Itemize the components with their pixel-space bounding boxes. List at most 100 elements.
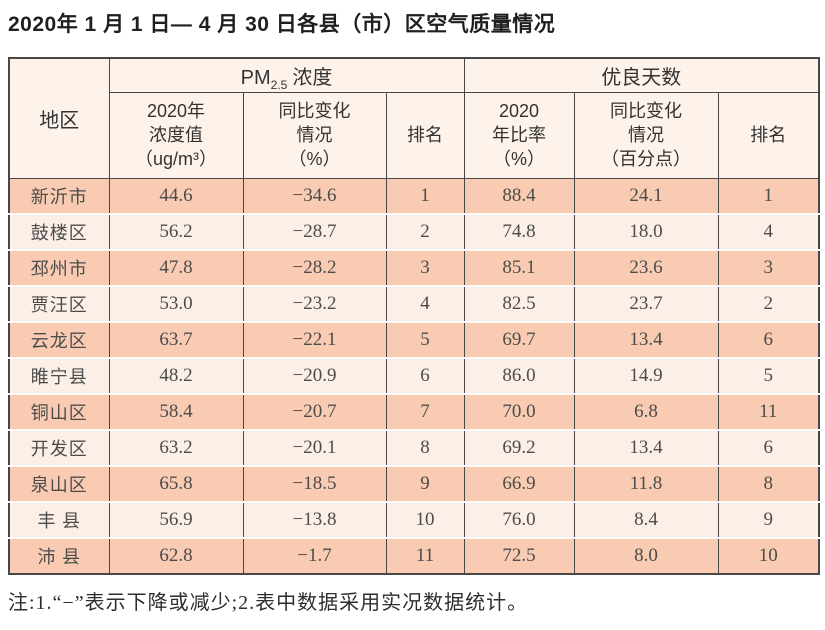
table-row: 鼓楼区 56.2 −28.7 2 74.8 18.0 4 xyxy=(8,213,820,250)
pm-rank-cell: 3 xyxy=(385,249,465,286)
region-cell: 贾汪区 xyxy=(8,285,110,322)
pm-change-cell: −18.5 xyxy=(242,465,387,502)
table-header: 地区 PM2.5 浓度 优良天数 2020年 浓度值 （ug/m³） 同比变化 情… xyxy=(8,58,820,179)
good-rate-cell: 72.5 xyxy=(463,537,575,574)
pm-change-cell: −28.2 xyxy=(242,249,387,286)
pm-rank-cell: 8 xyxy=(385,429,465,466)
pm-value-cell: 48.2 xyxy=(108,357,244,394)
table-row: 开发区 63.2 −20.1 8 69.2 13.4 6 xyxy=(8,429,820,466)
good-change-cell: 8.0 xyxy=(573,537,719,574)
region-cell: 邳州市 xyxy=(8,249,110,286)
pm-rank-cell: 9 xyxy=(385,465,465,502)
pm-change-cell: −28.7 xyxy=(242,213,387,250)
page-container: 2020年 1 月 1 日— 4 月 30 日各县（市）区空气质量情况 地区 P… xyxy=(0,10,825,615)
good-rate-cell: 85.1 xyxy=(463,249,575,286)
region-cell: 铜山区 xyxy=(8,393,110,430)
good-rank-cell: 3 xyxy=(717,249,820,286)
good-rank-cell: 4 xyxy=(717,213,820,250)
table-row: 贾汪区 53.0 −23.2 4 82.5 23.7 2 xyxy=(8,285,820,322)
region-cell: 鼓楼区 xyxy=(8,213,110,250)
pm-value-cell: 62.8 xyxy=(108,537,244,574)
column-header-pm-value: 2020年 浓度值 （ug/m³） xyxy=(108,92,244,179)
good-rate-cell: 82.5 xyxy=(463,285,575,322)
good-change-cell: 8.4 xyxy=(573,501,719,538)
good-rank-cell: 10 xyxy=(717,537,820,574)
pm-change-cell: −1.7 xyxy=(242,537,387,574)
column-header-good-rate: 2020 年比率 （%） xyxy=(463,92,575,179)
table-row: 泉山区 65.8 −18.5 9 66.9 11.8 8 xyxy=(8,465,820,502)
pm-rank-cell: 1 xyxy=(385,177,465,214)
good-rank-cell: 1 xyxy=(717,177,820,214)
pm-rank-cell: 10 xyxy=(385,501,465,538)
pm-rank-cell: 4 xyxy=(385,285,465,322)
column-header-pm-change: 同比变化 情况 （%） xyxy=(242,92,387,179)
good-rate-cell: 70.0 xyxy=(463,393,575,430)
header-sub-row: 2020年 浓度值 （ug/m³） 同比变化 情况 （%） 排名 2020 年比… xyxy=(9,92,820,179)
good-rate-cell: 86.0 xyxy=(463,357,575,394)
column-group-pm25: PM2.5 浓度 xyxy=(108,58,465,93)
good-rate-cell: 69.2 xyxy=(463,429,575,466)
good-rate-cell: 66.9 xyxy=(463,465,575,502)
region-cell: 睢宁县 xyxy=(8,357,110,394)
pm25-label-suffix: 浓度 xyxy=(292,66,333,89)
pm25-label-prefix: PM xyxy=(240,66,271,89)
good-change-cell: 23.6 xyxy=(573,249,719,286)
pm-value-cell: 44.6 xyxy=(108,177,244,214)
pm-rank-cell: 7 xyxy=(385,393,465,430)
table-row: 铜山区 58.4 −20.7 7 70.0 6.8 11 xyxy=(8,393,820,430)
pm-value-cell: 58.4 xyxy=(108,393,244,430)
page-title: 2020年 1 月 1 日— 4 月 30 日各县（市）区空气质量情况 xyxy=(8,13,556,36)
region-cell: 泉山区 xyxy=(8,465,110,502)
good-change-cell: 13.4 xyxy=(573,429,719,466)
pm-change-cell: −34.6 xyxy=(242,177,387,214)
pm-rank-cell: 6 xyxy=(385,357,465,394)
good-rank-cell: 11 xyxy=(717,393,820,430)
column-header-good-rank: 排名 xyxy=(717,92,820,179)
pm-change-cell: −20.7 xyxy=(242,393,387,430)
pm-change-cell: −22.1 xyxy=(242,321,387,358)
pm-value-cell: 63.7 xyxy=(108,321,244,358)
region-cell: 开发区 xyxy=(8,429,110,466)
good-rate-cell: 76.0 xyxy=(463,501,575,538)
pm-change-cell: −20.1 xyxy=(242,429,387,466)
pm-rank-cell: 5 xyxy=(385,321,465,358)
good-rank-cell: 2 xyxy=(717,285,820,322)
air-quality-table: 地区 PM2.5 浓度 优良天数 2020年 浓度值 （ug/m³） 同比变化 情… xyxy=(8,57,821,575)
good-rank-cell: 8 xyxy=(717,465,820,502)
good-rate-cell: 74.8 xyxy=(463,213,575,250)
table-row: 睢宁县 48.2 −20.9 6 86.0 14.9 5 xyxy=(8,357,820,394)
pm-change-cell: −23.2 xyxy=(242,285,387,322)
table-row: 沛 县 62.8 −1.7 11 72.5 8.0 10 xyxy=(8,537,820,574)
table-row: 丰 县 56.9 −13.8 10 76.0 8.4 9 xyxy=(8,501,820,538)
region-cell: 云龙区 xyxy=(8,321,110,358)
region-cell: 丰 县 xyxy=(8,501,110,538)
good-change-cell: 13.4 xyxy=(573,321,719,358)
table-row: 邳州市 47.8 −28.2 3 85.1 23.6 3 xyxy=(8,249,820,286)
good-rate-cell: 69.7 xyxy=(463,321,575,358)
good-change-cell: 18.0 xyxy=(573,213,719,250)
good-change-cell: 14.9 xyxy=(573,357,719,394)
table-body: 新沂市 44.6 −34.6 1 88.4 24.1 1 鼓楼区 56.2 −28.7 2 74.8 1… xyxy=(8,177,820,574)
column-header-pm-rank: 排名 xyxy=(385,92,465,179)
pm-value-cell: 53.0 xyxy=(108,285,244,322)
pm-rank-cell: 11 xyxy=(385,537,465,574)
table-row: 云龙区 63.7 −22.1 5 69.7 13.4 6 xyxy=(8,321,820,358)
column-group-good-days: 优良天数 xyxy=(463,58,820,93)
good-rank-cell: 6 xyxy=(717,321,820,358)
pm-value-cell: 47.8 xyxy=(108,249,244,286)
pm-change-cell: −13.8 xyxy=(242,501,387,538)
column-header-good-change: 同比变化 情况 （百分点） xyxy=(573,92,719,179)
region-cell: 沛 县 xyxy=(8,537,110,574)
pm-value-cell: 56.2 xyxy=(108,213,244,250)
pm25-label-subscript: 2.5 xyxy=(270,77,288,92)
good-rate-cell: 88.4 xyxy=(463,177,575,214)
pm-change-cell: −20.9 xyxy=(242,357,387,394)
good-change-cell: 6.8 xyxy=(573,393,719,430)
pm-value-cell: 65.8 xyxy=(108,465,244,502)
good-change-cell: 11.8 xyxy=(573,465,719,502)
table-row: 新沂市 44.6 −34.6 1 88.4 24.1 1 xyxy=(8,177,820,214)
pm-value-cell: 63.2 xyxy=(108,429,244,466)
good-change-cell: 23.7 xyxy=(573,285,719,322)
good-rank-cell: 9 xyxy=(717,501,820,538)
good-rank-cell: 6 xyxy=(717,429,820,466)
